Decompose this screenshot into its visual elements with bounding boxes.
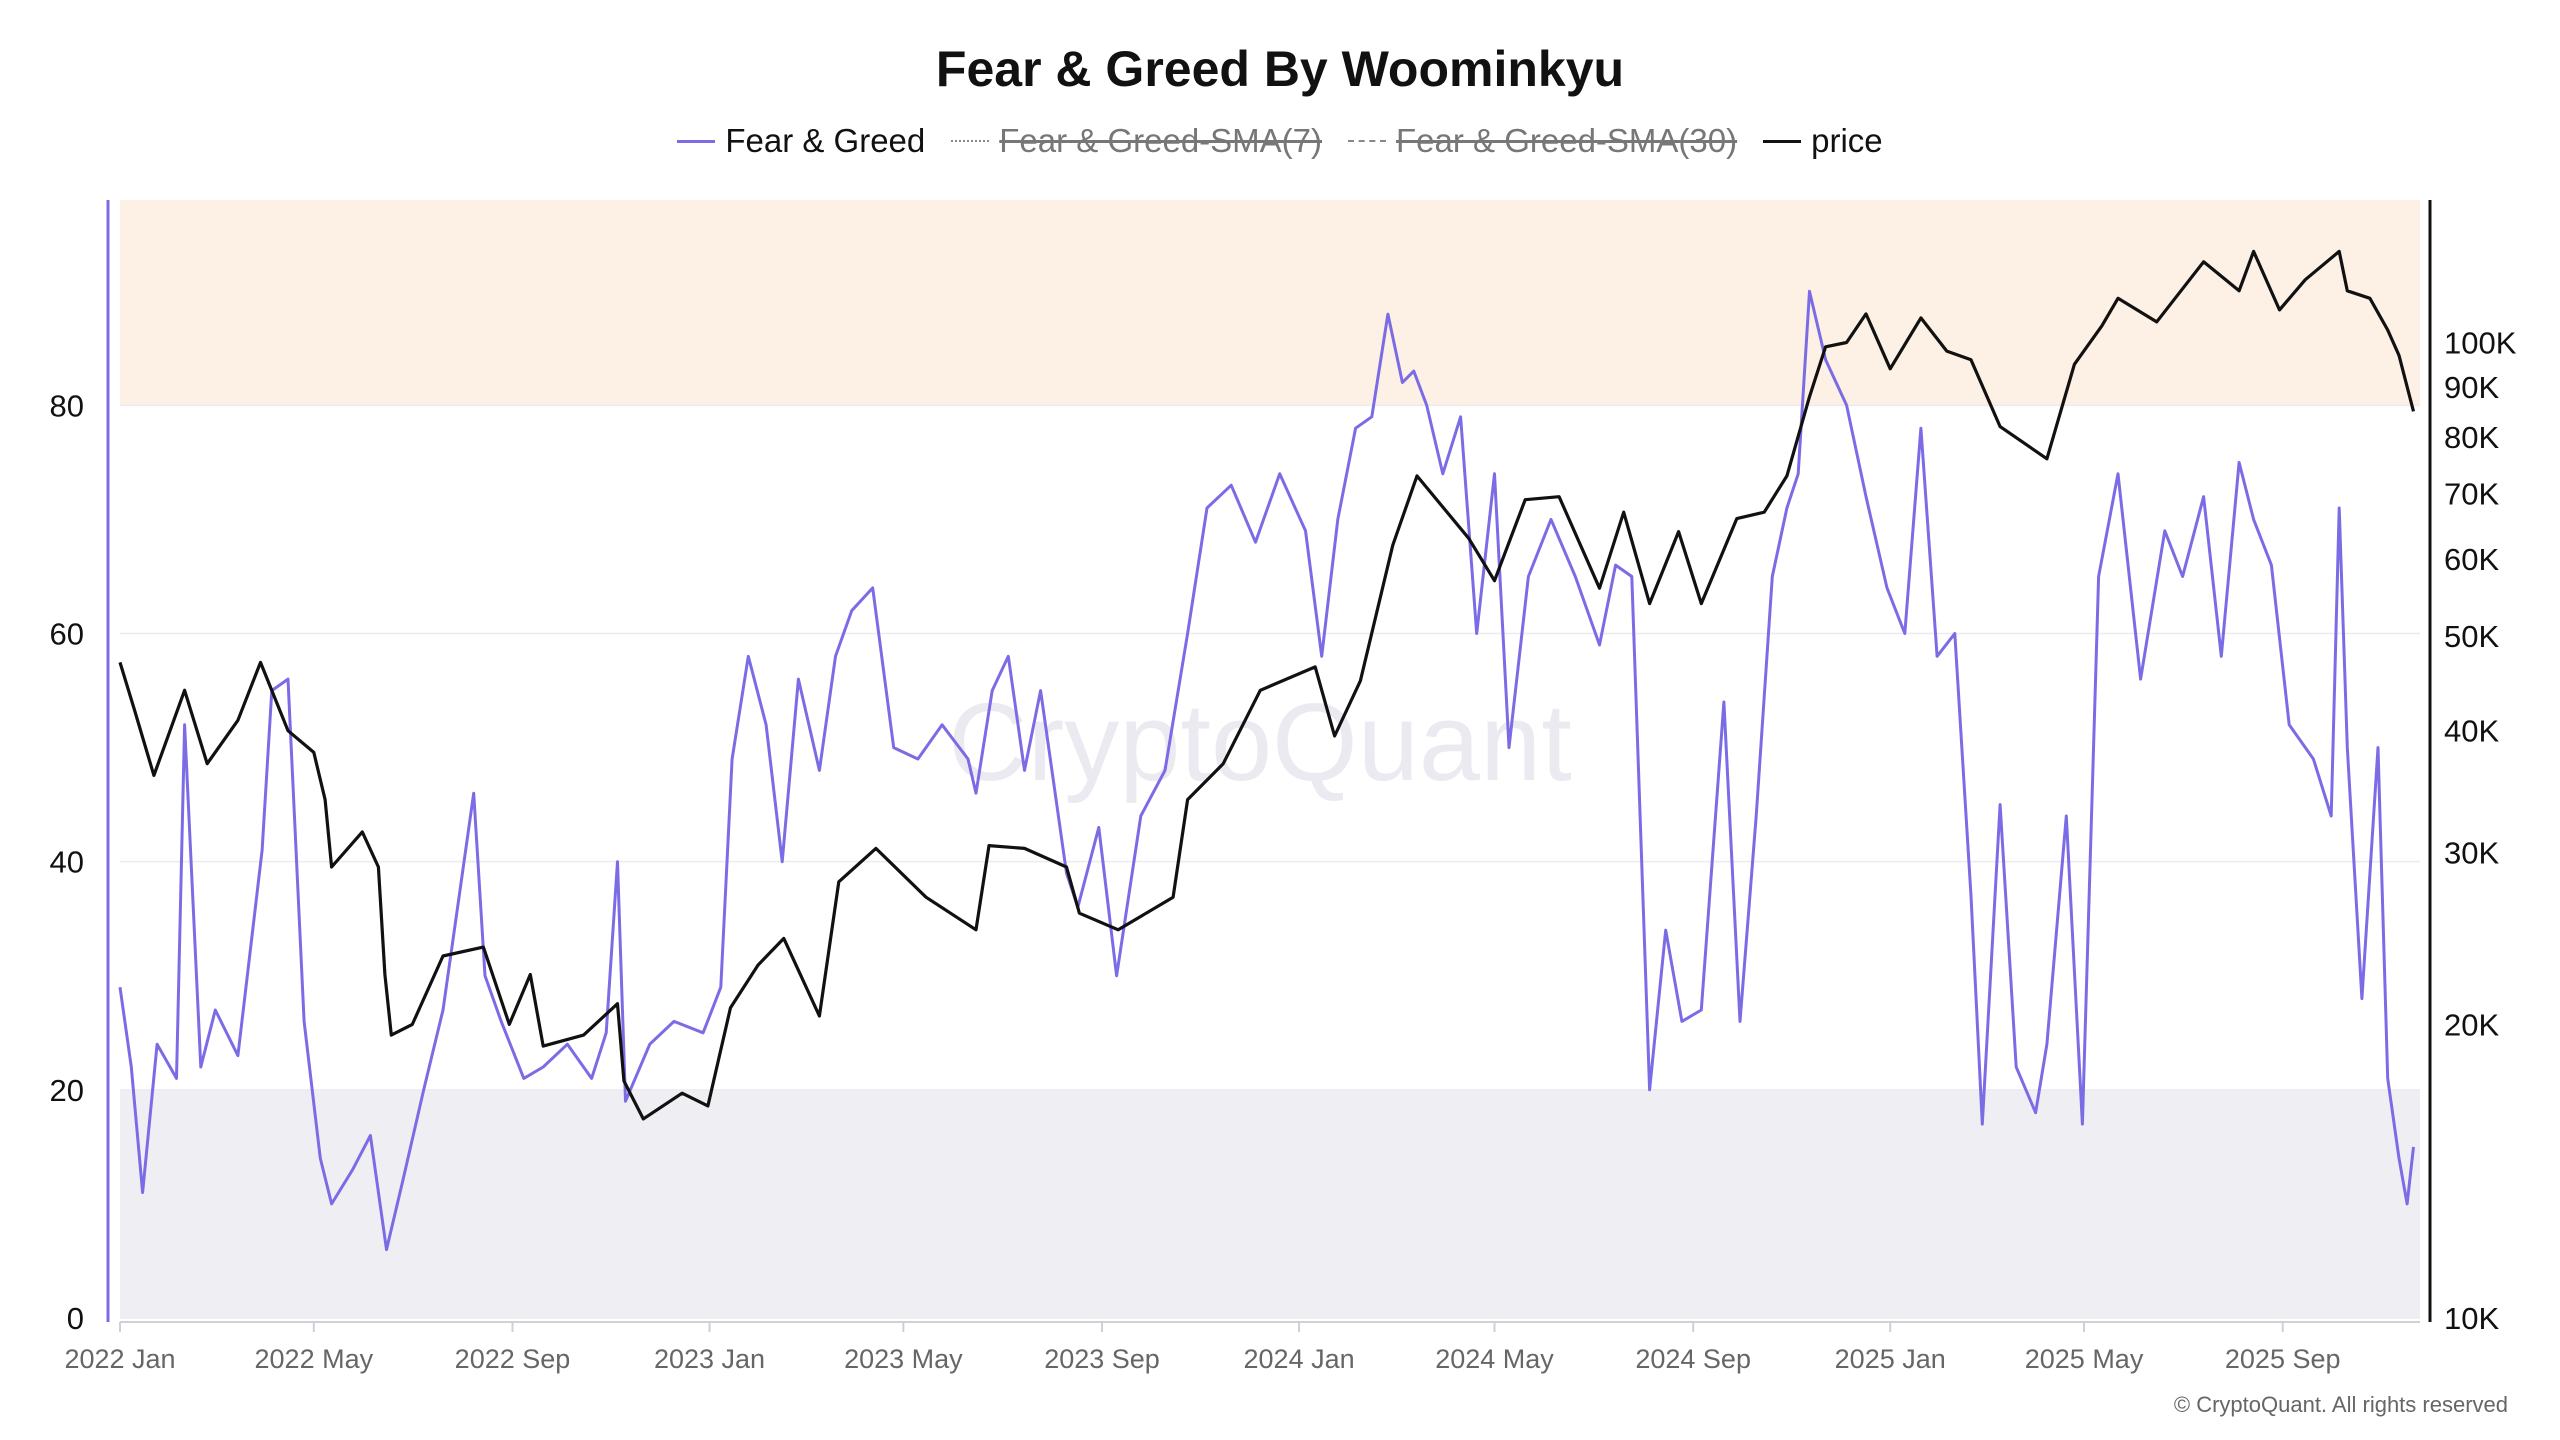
legend-item-price[interactable]: price <box>1763 122 1883 160</box>
x-tick-label: 2024 Sep <box>1635 1344 1751 1374</box>
y-right-tick-label: 100K <box>2444 326 2517 361</box>
y-right-tick-label: 30K <box>2444 836 2499 871</box>
legend-label-price: price <box>1811 122 1883 159</box>
y-right-tick-label: 80K <box>2444 420 2499 455</box>
legend-label-sma30: Fear & Greed-SMA(30) <box>1396 122 1738 159</box>
y-right-tick-label: 60K <box>2444 542 2499 577</box>
y-right-tick-label: 50K <box>2444 619 2499 654</box>
watermark: CryptoQuant <box>948 681 1572 804</box>
legend-item-sma30[interactable]: Fear & Greed-SMA(30) <box>1348 122 1737 160</box>
y-right-tick-label: 40K <box>2444 714 2499 749</box>
legend-swatch-sma30 <box>1348 140 1387 142</box>
greed-band <box>120 200 2420 406</box>
x-tick-label: 2025 Sep <box>2225 1344 2341 1374</box>
x-tick-label: 2023 Jan <box>654 1344 765 1374</box>
x-tick-label: 2022 Sep <box>455 1344 571 1374</box>
y-left-tick-label: 60 <box>50 617 84 652</box>
x-tick-label: 2025 May <box>2025 1344 2144 1374</box>
x-tick-label: 2022 Jan <box>64 1344 175 1374</box>
chart-legend: Fear & Greed Fear & Greed-SMA(7) Fear & … <box>0 122 2560 160</box>
x-tick-label: 2024 May <box>1435 1344 1554 1374</box>
x-tick-label: 2023 May <box>844 1344 963 1374</box>
x-tick-label: 2024 Jan <box>1244 1344 1355 1374</box>
legend-swatch-sma7 <box>951 140 990 142</box>
legend-swatch-fear-greed <box>677 139 716 143</box>
y-left-tick-label: 0 <box>67 1301 84 1336</box>
x-tick-label: 2022 May <box>255 1344 374 1374</box>
fear-band <box>120 1089 2420 1318</box>
y-right-tick-label: 90K <box>2444 370 2499 405</box>
legend-label-sma7: Fear & Greed-SMA(7) <box>999 122 1323 159</box>
legend-label-fear-greed: Fear & Greed <box>725 122 926 159</box>
y-right-tick-label: 20K <box>2444 1007 2499 1042</box>
y-left-tick-label: 80 <box>50 388 84 423</box>
y-left-tick-label: 20 <box>50 1073 84 1108</box>
y-left-tick-label: 40 <box>50 845 84 880</box>
y-right-tick-label: 10K <box>2444 1301 2499 1336</box>
chart-title: Fear & Greed By Woominkyu <box>935 41 1625 97</box>
legend-item-sma7[interactable]: Fear & Greed-SMA(7) <box>951 122 1322 160</box>
legend-item-fear-greed[interactable]: Fear & Greed <box>677 122 925 160</box>
y-right-tick-label: 70K <box>2444 477 2499 512</box>
price-line <box>118 249 2416 1121</box>
copyright-notice: © CryptoQuant. All rights reserved <box>2173 1392 2508 1417</box>
x-tick-label: 2025 Jan <box>1835 1344 1946 1374</box>
x-tick-label: 2023 Sep <box>1044 1344 1160 1374</box>
legend-swatch-price <box>1763 139 1802 143</box>
